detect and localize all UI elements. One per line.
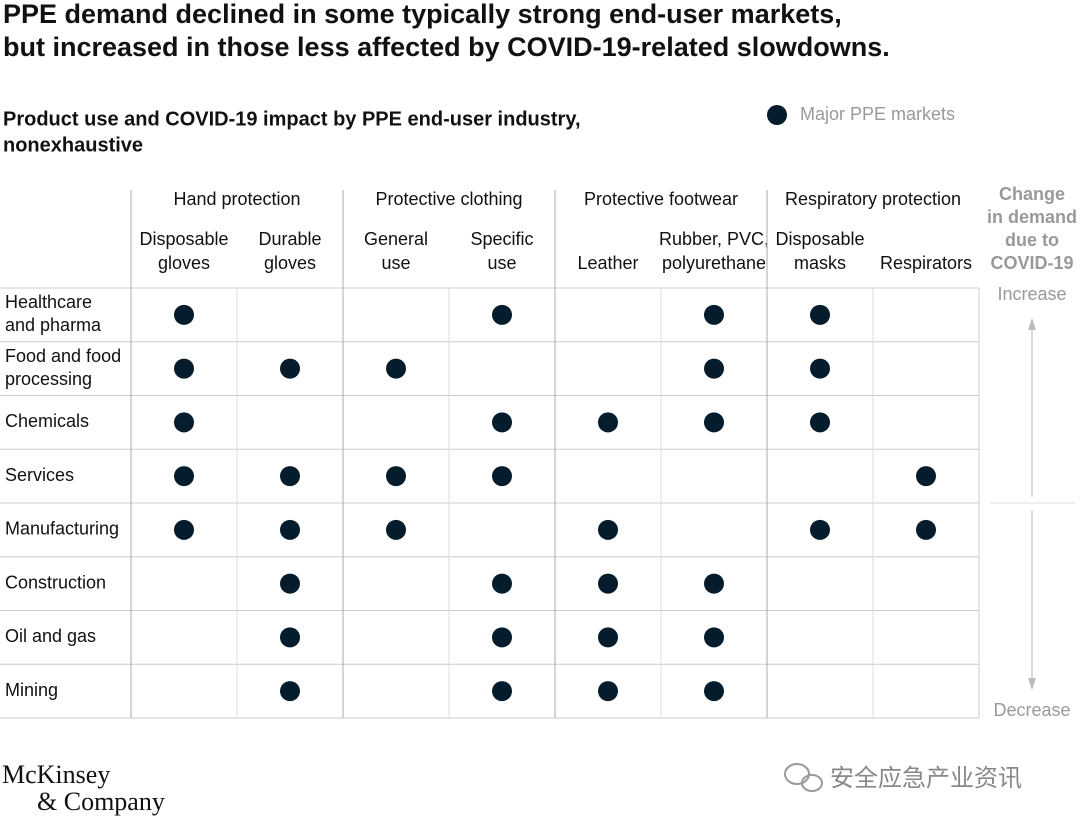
- title: PPE demand declined in some typically st…: [3, 0, 842, 29]
- market-dot: [598, 519, 618, 540]
- subtitle: Product use and COVID-19 impact by PPE e…: [3, 108, 581, 130]
- arrowhead-down: [1028, 678, 1036, 690]
- market-dot: [386, 358, 406, 379]
- column-label: gloves: [158, 253, 210, 273]
- market-dot: [492, 304, 512, 325]
- row-label: Mining: [5, 680, 58, 700]
- row-label: Manufacturing: [5, 519, 119, 539]
- market-dot: [174, 358, 194, 379]
- market-dot: [704, 358, 724, 379]
- market-dot: [492, 627, 512, 648]
- column-label: polyurethane: [662, 253, 766, 273]
- column-label: gloves: [264, 253, 316, 273]
- market-dot: [704, 627, 724, 648]
- watermark: 安全应急产业资讯: [830, 764, 1022, 792]
- wechat-icon: [784, 763, 823, 792]
- column-label: Leather: [577, 253, 638, 273]
- market-dot: [386, 519, 406, 540]
- market-dot: [492, 466, 512, 487]
- market-dot: [598, 573, 618, 594]
- increase-label: Increase: [997, 284, 1066, 304]
- market-dot: [280, 627, 300, 648]
- market-dot: [598, 681, 618, 702]
- row-label: Construction: [5, 572, 106, 592]
- column-label: Disposable: [139, 229, 228, 249]
- column-label: Rubber, PVC,: [659, 229, 769, 249]
- market-dot: [280, 466, 300, 487]
- group-label: Protective clothing: [375, 189, 522, 209]
- row-label: processing: [5, 369, 92, 389]
- market-dot: [174, 519, 194, 540]
- market-dot: [492, 573, 512, 594]
- row-label: Chemicals: [5, 411, 89, 431]
- demand-header: due to: [1005, 230, 1059, 250]
- decrease-label: Decrease: [993, 700, 1070, 720]
- row-label: Food and food: [5, 346, 121, 366]
- market-dot: [598, 412, 618, 433]
- market-dot: [704, 304, 724, 325]
- market-dot: [598, 627, 618, 648]
- logo: McKinsey: [2, 760, 110, 789]
- column-label: use: [487, 253, 516, 273]
- legend-label: Major PPE markets: [800, 104, 955, 124]
- row-label: and pharma: [5, 315, 102, 335]
- market-dot: [810, 304, 830, 325]
- market-dot: [280, 358, 300, 379]
- market-dot: [704, 412, 724, 433]
- row-label: Healthcare: [5, 292, 92, 312]
- market-dot: [704, 573, 724, 594]
- column-label: Disposable: [775, 229, 864, 249]
- group-label: Respiratory protection: [785, 189, 961, 209]
- market-dot: [174, 466, 194, 487]
- market-dot: [810, 358, 830, 379]
- market-dot: [916, 519, 936, 540]
- market-dot: [704, 681, 724, 702]
- market-dot: [280, 519, 300, 540]
- group-label: Protective footwear: [584, 189, 738, 209]
- row-label: Oil and gas: [5, 626, 96, 646]
- column-label: General: [364, 229, 428, 249]
- column-label: masks: [794, 253, 846, 273]
- column-label: Durable: [258, 229, 321, 249]
- market-dot: [492, 681, 512, 702]
- title: but increased in those less affected by …: [3, 32, 890, 62]
- market-dot: [916, 466, 936, 487]
- logo: & Company: [37, 787, 165, 816]
- demand-header: in demand: [987, 207, 1077, 227]
- market-dot: [810, 412, 830, 433]
- market-dot: [174, 412, 194, 433]
- row-label: Services: [5, 465, 74, 485]
- market-dot: [810, 519, 830, 540]
- market-dot: [280, 681, 300, 702]
- market-dot: [386, 466, 406, 487]
- market-dot: [492, 412, 512, 433]
- group-label: Hand protection: [173, 189, 300, 209]
- column-label: use: [381, 253, 410, 273]
- market-dot: [174, 304, 194, 325]
- legend-dot: [767, 105, 787, 125]
- column-label: Respirators: [880, 253, 972, 273]
- demand-header: COVID-19: [990, 253, 1073, 273]
- market-dot: [280, 573, 300, 594]
- demand-header: Change: [999, 184, 1065, 204]
- arrowhead-up: [1028, 318, 1036, 330]
- column-label: Specific: [470, 229, 533, 249]
- subtitle: nonexhaustive: [3, 134, 143, 156]
